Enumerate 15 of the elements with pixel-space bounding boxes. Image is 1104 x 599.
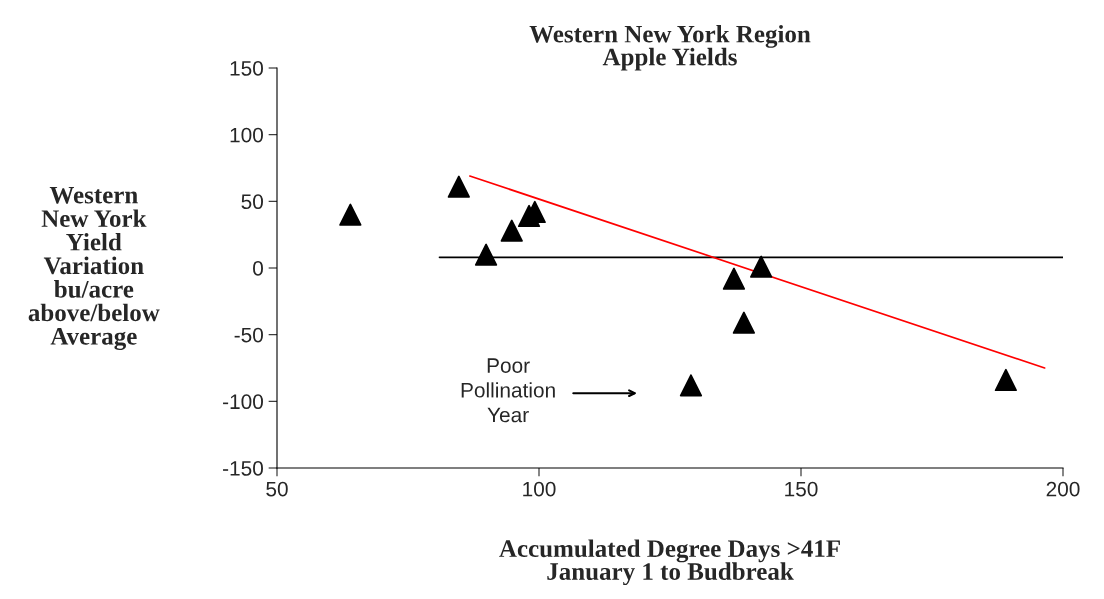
x-tick-label: 100 — [523, 481, 556, 497]
y-tick-label: -50 — [234, 327, 263, 343]
y-tick-label: 50 — [241, 194, 263, 210]
x-tick-label: 150 — [785, 481, 818, 497]
x-tick-label: 50 — [266, 481, 288, 497]
y-tick-label: -100 — [223, 394, 263, 410]
y-axis-title: Western New York Yield Variation bu/acre above/below Average — [28, 186, 160, 351]
y-tick-label: 100 — [230, 127, 263, 143]
chart-title: Western New York Region Apple Yields — [529, 25, 811, 71]
x-tick-label: 200 — [1046, 481, 1080, 497]
annotation: Poor Pollination Year — [461, 358, 555, 423]
x-axis-title: Accumulated Degree Days >41F January 1 to Budbreak — [499, 539, 840, 586]
y-tick-label: 0 — [253, 261, 263, 276]
y-tick-label: 150 — [230, 61, 263, 76]
y-tick-label: -150 — [223, 461, 263, 476]
